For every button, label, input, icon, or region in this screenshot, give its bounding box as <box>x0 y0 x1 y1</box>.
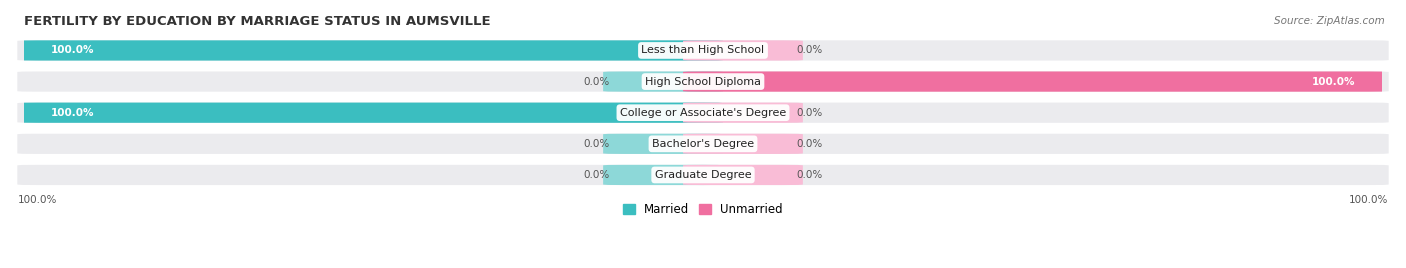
FancyBboxPatch shape <box>17 103 1389 123</box>
FancyBboxPatch shape <box>17 103 723 123</box>
Text: 0.0%: 0.0% <box>583 77 610 87</box>
FancyBboxPatch shape <box>17 40 723 61</box>
FancyBboxPatch shape <box>683 134 803 154</box>
Text: 0.0%: 0.0% <box>583 170 610 180</box>
FancyBboxPatch shape <box>683 165 803 185</box>
FancyBboxPatch shape <box>17 40 1389 61</box>
FancyBboxPatch shape <box>683 40 803 61</box>
FancyBboxPatch shape <box>603 72 723 92</box>
Text: 100.0%: 100.0% <box>51 46 94 55</box>
Text: 0.0%: 0.0% <box>796 170 823 180</box>
FancyBboxPatch shape <box>17 72 1389 92</box>
FancyBboxPatch shape <box>603 165 723 185</box>
Text: Less than High School: Less than High School <box>641 46 765 55</box>
FancyBboxPatch shape <box>17 134 1389 154</box>
Legend: Married, Unmarried: Married, Unmarried <box>619 199 787 221</box>
Text: Source: ZipAtlas.com: Source: ZipAtlas.com <box>1274 16 1385 26</box>
Text: College or Associate's Degree: College or Associate's Degree <box>620 108 786 118</box>
FancyBboxPatch shape <box>603 134 723 154</box>
Text: FERTILITY BY EDUCATION BY MARRIAGE STATUS IN AUMSVILLE: FERTILITY BY EDUCATION BY MARRIAGE STATU… <box>24 15 491 28</box>
FancyBboxPatch shape <box>17 165 1389 185</box>
FancyBboxPatch shape <box>683 72 1389 92</box>
Text: 100.0%: 100.0% <box>51 108 94 118</box>
Text: 100.0%: 100.0% <box>1312 77 1355 87</box>
FancyBboxPatch shape <box>683 103 803 123</box>
Text: High School Diploma: High School Diploma <box>645 77 761 87</box>
Text: 0.0%: 0.0% <box>583 139 610 149</box>
Text: Graduate Degree: Graduate Degree <box>655 170 751 180</box>
Text: 0.0%: 0.0% <box>796 139 823 149</box>
Text: 0.0%: 0.0% <box>796 46 823 55</box>
Text: 0.0%: 0.0% <box>796 108 823 118</box>
Text: Bachelor's Degree: Bachelor's Degree <box>652 139 754 149</box>
